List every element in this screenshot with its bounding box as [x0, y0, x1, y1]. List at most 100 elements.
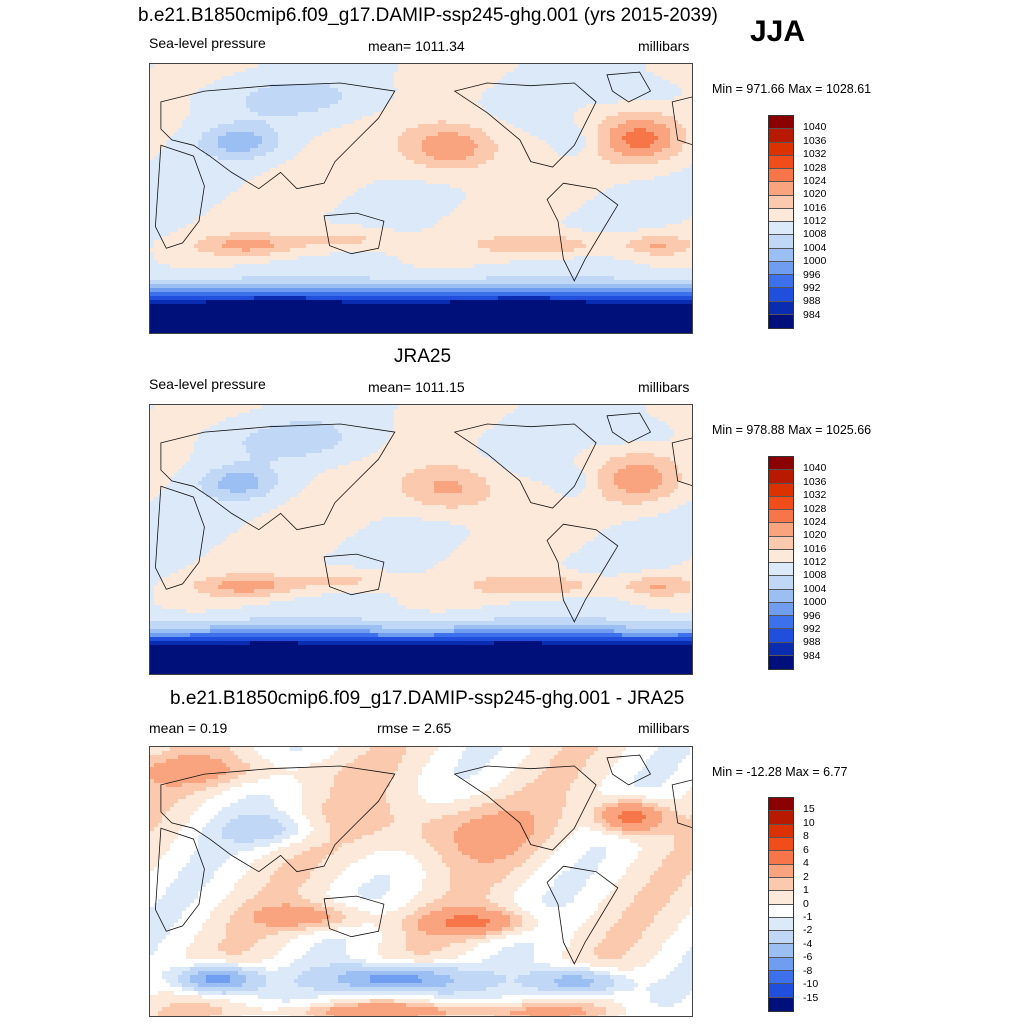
colorbar-tick-label: -2 — [803, 925, 812, 936]
colorbar-tick-label: 0 — [803, 898, 809, 910]
colorbar-swatch — [769, 629, 793, 643]
colorbar-tick-label: 15 — [803, 804, 815, 815]
colorbar-swatch — [769, 208, 793, 222]
panel-3-map — [149, 746, 693, 1017]
coastline — [160, 82, 396, 190]
colorbar-tick-label: -1 — [803, 911, 812, 923]
panel-2-map — [149, 404, 693, 675]
coastline — [154, 827, 205, 932]
colorbar-tick-label: 6 — [803, 844, 809, 856]
colorbar-swatch — [769, 222, 793, 236]
colorbar-swatch — [769, 169, 793, 183]
coastline — [546, 182, 619, 282]
colorbar-swatch — [769, 470, 793, 484]
panel-2-units-label: millibars — [638, 379, 689, 395]
coastline — [453, 423, 597, 509]
colorbar-tick-label: 1028 — [803, 503, 826, 515]
coastline — [606, 71, 652, 103]
colorbar-swatch — [769, 261, 793, 275]
colorbar-tick-label: 1000 — [803, 256, 826, 267]
colorbar-swatch — [769, 288, 793, 302]
panel-3-colorbar — [768, 797, 794, 1012]
colorbar-swatch — [769, 248, 793, 262]
colorbar-tick-label: -8 — [803, 965, 812, 977]
colorbar-swatch — [769, 155, 793, 169]
colorbar-swatch — [769, 483, 793, 497]
panel-1-minmax: Min = 971.66 Max = 1028.61 — [712, 82, 871, 96]
colorbar-swatch — [769, 864, 793, 878]
colorbar-tick-label: 1036 — [803, 476, 826, 488]
colorbar-swatch — [769, 957, 793, 972]
colorbar-tick-label: 2 — [803, 871, 809, 883]
colorbar-tick-label: 1004 — [803, 583, 826, 595]
colorbar-swatch — [769, 602, 793, 616]
colorbar-tick-label: 1040 — [803, 122, 826, 133]
colorbar-tick-label: -10 — [803, 979, 818, 990]
colorbar-tick-label: 1016 — [803, 543, 826, 555]
colorbar-swatch — [769, 275, 793, 289]
season-label: JJA — [750, 15, 805, 49]
field-contour-plot — [150, 747, 692, 1016]
coastline — [671, 437, 692, 487]
colorbar-swatch — [769, 811, 793, 825]
colorbar-swatch — [769, 523, 793, 537]
panel-2-mean-label: mean= 1011.15 — [368, 379, 465, 395]
field-contour-plot — [150, 64, 692, 333]
colorbar-swatch — [769, 616, 793, 630]
colorbar-tick-label: -4 — [803, 938, 812, 950]
colorbar-swatch — [769, 944, 793, 958]
colorbar-swatch — [769, 589, 793, 603]
colorbar-tick-label: 1024 — [803, 516, 826, 528]
panel-3-rmse-label: rmse = 2.65 — [377, 720, 451, 736]
coastline — [154, 485, 205, 590]
colorbar-tick-label: 10 — [803, 817, 815, 829]
colorbar-swatch — [769, 877, 793, 892]
colorbar-swatch — [769, 195, 793, 209]
colorbar-tick-label: 1012 — [803, 216, 826, 227]
colorbar-tick-label: 992 — [803, 282, 821, 294]
coastline — [154, 144, 205, 249]
colorbar-tick-label: -6 — [803, 952, 812, 963]
panel-1-variable-label: Sea-level pressure — [149, 35, 266, 51]
colorbar-tick-label: 992 — [803, 623, 821, 635]
colorbar-tick-label: 996 — [803, 610, 821, 622]
colorbar-swatch — [769, 997, 793, 1011]
coastline — [671, 96, 692, 146]
colorbar-swatch — [769, 576, 793, 590]
colorbar-swatch — [769, 824, 793, 838]
colorbar-tick-label: 984 — [803, 650, 821, 662]
colorbar-tick-label: 1024 — [803, 175, 826, 187]
colorbar-tick-label: 1020 — [803, 530, 826, 541]
panel-1-title: b.e21.B1850cmip6.f09_g17.DAMIP-ssp245-gh… — [138, 5, 718, 27]
colorbar-tick-label: 1040 — [803, 463, 826, 474]
colorbar-swatch — [769, 798, 793, 812]
panel-2-title: JRA25 — [394, 346, 451, 368]
colorbar-swatch — [769, 549, 793, 563]
colorbar-swatch — [769, 642, 793, 656]
field-contour-plot — [150, 405, 692, 674]
colorbar-swatch — [769, 496, 793, 510]
colorbar-tick-label: 8 — [803, 831, 809, 842]
colorbar-swatch — [769, 851, 793, 865]
colorbar-swatch — [769, 116, 793, 130]
colorbar-tick-label: 1 — [803, 885, 809, 896]
colorbar-tick-label: 996 — [803, 269, 821, 281]
colorbar-swatch — [769, 984, 793, 998]
coastline — [323, 553, 385, 596]
colorbar-swatch — [769, 301, 793, 315]
coastline — [546, 865, 619, 965]
panel-3-title: b.e21.B1850cmip6.f09_g17.DAMIP-ssp245-gh… — [170, 688, 684, 710]
colorbar-tick-label: 1028 — [803, 162, 826, 174]
panel-3-units-label: millibars — [638, 720, 689, 736]
panel-1-colorbar — [768, 115, 794, 329]
colorbar-tick-label: 1036 — [803, 135, 826, 147]
panel-2-variable-label: Sea-level pressure — [149, 376, 266, 392]
colorbar-swatch — [769, 837, 793, 852]
colorbar-swatch — [769, 931, 793, 945]
colorbar-tick-label: 1032 — [803, 149, 826, 160]
panel-1-units-label: millibars — [638, 38, 689, 54]
panel-2-colorbar — [768, 456, 794, 670]
colorbar-swatch — [769, 563, 793, 577]
colorbar-tick-label: 988 — [803, 637, 821, 648]
panel-1-mean-label: mean= 1011.34 — [368, 38, 465, 54]
